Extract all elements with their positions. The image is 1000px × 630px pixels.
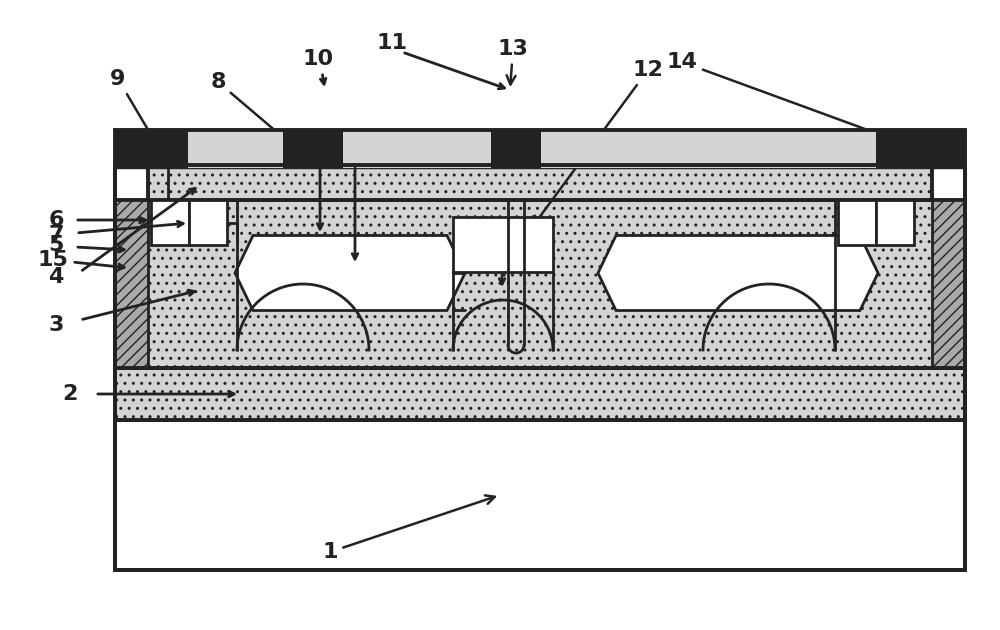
Bar xyxy=(115,200,148,368)
Text: P+: P+ xyxy=(494,240,512,250)
Text: 14: 14 xyxy=(667,52,890,139)
Text: n+: n+ xyxy=(848,218,866,228)
Bar xyxy=(491,130,541,165)
Text: 12: 12 xyxy=(533,60,663,226)
Polygon shape xyxy=(235,236,465,311)
Bar xyxy=(115,165,965,368)
Bar xyxy=(115,420,965,570)
Bar xyxy=(343,130,491,165)
Bar xyxy=(283,130,343,165)
Text: 4: 4 xyxy=(48,267,64,287)
Polygon shape xyxy=(598,236,878,311)
Text: 7: 7 xyxy=(48,225,64,245)
Bar xyxy=(151,200,189,245)
Bar xyxy=(932,200,965,368)
Text: 10: 10 xyxy=(302,49,334,69)
Bar xyxy=(876,130,932,165)
Bar xyxy=(876,200,914,245)
Text: 1: 1 xyxy=(322,495,495,562)
Bar xyxy=(115,130,965,570)
Text: 13: 13 xyxy=(498,39,528,84)
Bar xyxy=(188,130,283,165)
Bar xyxy=(188,130,283,168)
Bar xyxy=(115,200,965,368)
Bar xyxy=(148,130,932,165)
Text: 8: 8 xyxy=(210,72,294,146)
Bar xyxy=(343,130,491,168)
Text: n+: n+ xyxy=(199,218,217,228)
Bar xyxy=(148,130,188,165)
Bar xyxy=(453,217,553,272)
Text: 6: 6 xyxy=(48,210,64,230)
Text: 2: 2 xyxy=(62,384,78,404)
Bar xyxy=(838,200,876,245)
Text: 15: 15 xyxy=(38,250,68,270)
Text: 11: 11 xyxy=(376,33,408,53)
Text: P+: P+ xyxy=(161,218,179,228)
Bar xyxy=(189,200,227,245)
Bar xyxy=(148,165,932,200)
Text: 3: 3 xyxy=(48,315,64,335)
Bar xyxy=(115,130,965,168)
Bar xyxy=(541,130,876,168)
Bar xyxy=(541,130,876,165)
Text: P+: P+ xyxy=(886,218,904,228)
Text: 9: 9 xyxy=(110,69,157,145)
Text: 5: 5 xyxy=(48,235,64,255)
Bar xyxy=(115,368,965,420)
